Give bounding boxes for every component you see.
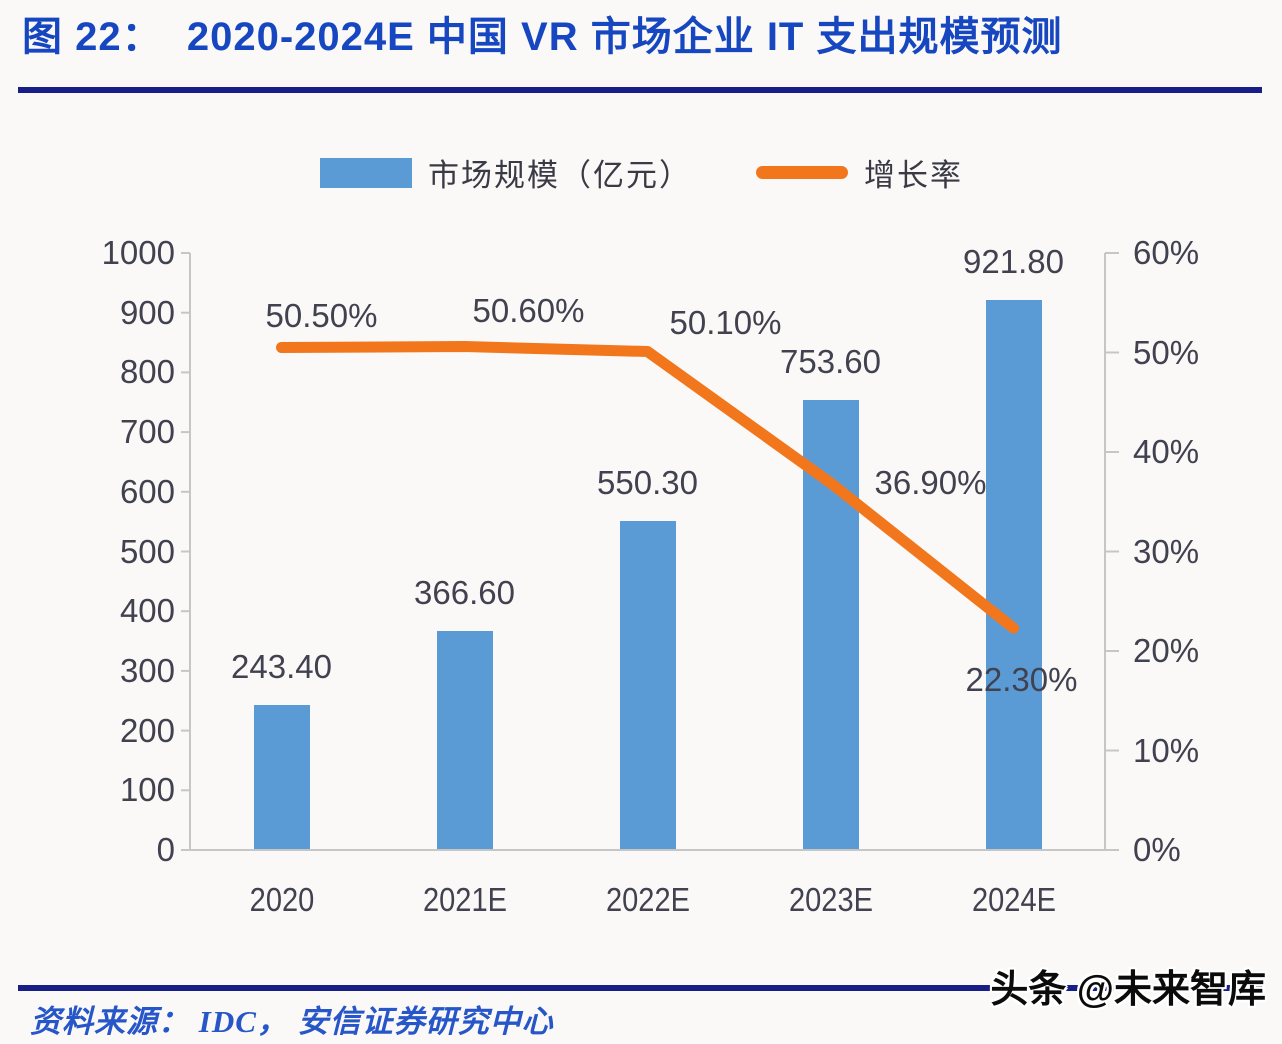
chart-legend: 市场规模（亿元） 增长率 — [320, 150, 963, 195]
chart-title: 图 22： 2020-2024E 中国 VR 市场企业 IT 支出规模预测 — [22, 15, 1063, 59]
x-axis-label-2024E: 2024E — [971, 881, 1056, 918]
bar-value-label: 550.30 — [597, 464, 698, 502]
line-series-label: 增长率 — [864, 158, 963, 193]
line-value-label: 22.30% — [965, 661, 1078, 699]
line-series-swatch — [756, 166, 848, 179]
y2-axis-tick-label: 0% — [1133, 831, 1181, 868]
y-axis-tick-label: 200 — [119, 711, 175, 749]
y-axis-tick-label: 100 — [119, 771, 175, 809]
legend-item-market-size: 市场规模（亿元） — [320, 150, 692, 195]
bar-2020 — [253, 704, 310, 850]
bar-2021E — [436, 631, 493, 850]
line-value-label: 50.10% — [669, 303, 782, 341]
bottom-divider-rule — [18, 985, 1262, 991]
bar-series-swatch — [320, 157, 412, 188]
x-axis-label-2021E: 2021E — [422, 881, 507, 918]
bar-value-label: 921.80 — [963, 242, 1064, 280]
legend-item-growth-rate: 增长率 — [756, 150, 963, 195]
y2-axis-tick-label: 20% — [1133, 632, 1200, 669]
y-axis-tick-label: 1000 — [101, 234, 175, 271]
toutiao-watermark: 头条 @未来智库 — [990, 969, 1266, 1011]
y-axis-tick-label: 700 — [119, 413, 175, 451]
y-axis-tick-label: 800 — [119, 353, 175, 391]
line-value-label: 50.60% — [472, 291, 585, 329]
y-axis-tick-label: 900 — [119, 293, 175, 331]
y2-axis-tick-label: 40% — [1133, 433, 1200, 470]
y-axis-tick-label: 400 — [119, 592, 175, 630]
y2-axis-tick-label: 30% — [1133, 532, 1200, 570]
y2-axis-tick-label: 10% — [1133, 731, 1200, 769]
bar-series-label: 市场规模（亿元） — [428, 158, 692, 193]
y-axis-tick-label: 500 — [119, 532, 175, 570]
line-value-label: 50.50% — [265, 296, 378, 334]
line-value-label: 36.90% — [874, 463, 987, 501]
y-axis-tick-label: 600 — [119, 472, 175, 510]
bar-value-label: 753.60 — [780, 343, 881, 381]
x-axis-label-2022E: 2022E — [605, 881, 690, 918]
x-axis-label-2020: 2020 — [249, 881, 314, 918]
y2-axis-tick-label: 50% — [1133, 333, 1200, 371]
title-divider-rule — [18, 87, 1262, 93]
x-axis-label-2023E: 2023E — [788, 881, 873, 918]
source-note: 资料来源： IDC， 安信证券研究中心 — [30, 1004, 554, 1039]
bar-value-label: 243.40 — [231, 647, 332, 685]
y2-axis-tick-label: 60% — [1133, 234, 1200, 271]
y-axis-tick-label: 0 — [156, 831, 175, 868]
bar-value-label: 366.60 — [414, 574, 515, 612]
y-axis-tick-label: 300 — [119, 651, 175, 689]
